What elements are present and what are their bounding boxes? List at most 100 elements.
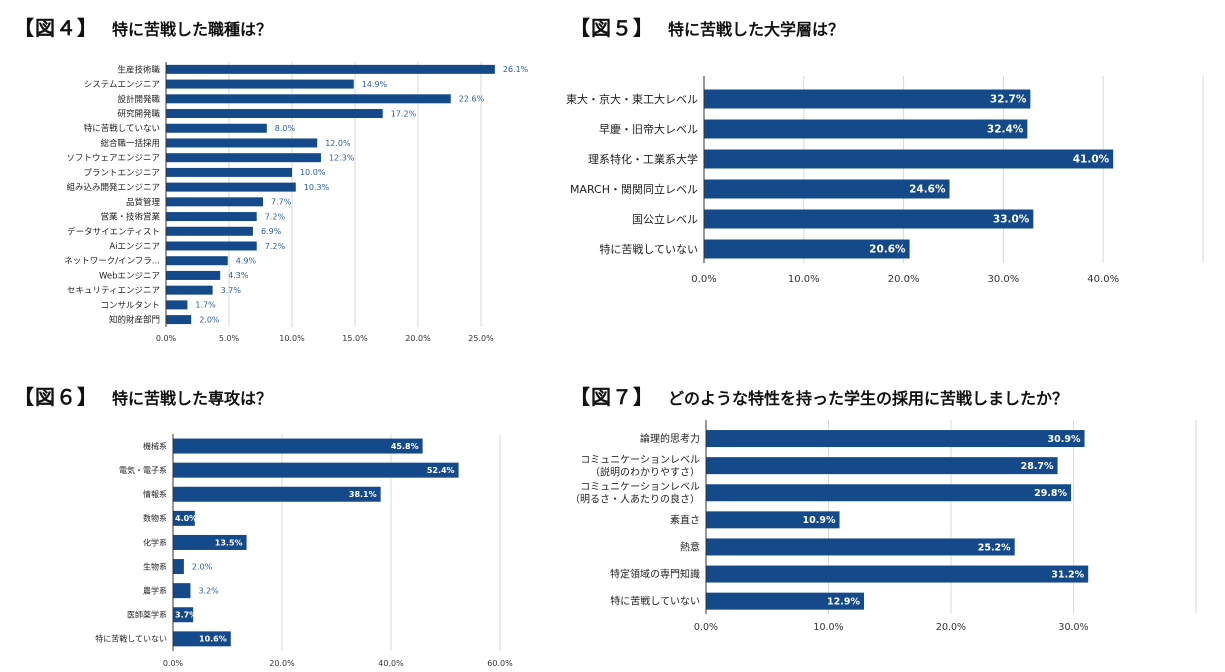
category-label: Aiエンジニア	[109, 242, 160, 252]
x-tick-label: 20.0%	[269, 659, 295, 668]
x-tick-label: 10.0%	[813, 622, 843, 633]
value-label: 26.1%	[503, 65, 529, 74]
x-tick-label: 0.0%	[691, 274, 716, 285]
value-label: 2.0%	[199, 315, 220, 324]
bar	[166, 94, 451, 104]
value-label: 1.7%	[195, 301, 216, 310]
bar	[166, 79, 354, 89]
bar	[166, 256, 228, 266]
figure-7-title: 【図７】 どのような特性を持った学生の採用に苦戦しましたか？	[570, 381, 1068, 410]
value-label: 2.0%	[192, 562, 213, 571]
value-label: 10.6%	[199, 635, 227, 644]
x-tick-label: 0.0%	[156, 334, 177, 343]
value-label: 3.2%	[198, 586, 219, 595]
bar	[166, 285, 213, 295]
category-label: 知的財産部門	[109, 315, 160, 326]
category-label: ソフトウェアエンジニア	[66, 154, 160, 164]
category-label: 生物系	[143, 561, 167, 571]
bar	[166, 123, 267, 133]
bar	[173, 510, 195, 526]
category-label: 早慶・旧帝大レベル	[599, 122, 698, 136]
value-label: 12.0%	[325, 139, 351, 148]
x-tick-label: 20.0%	[888, 274, 920, 285]
value-label: 10.3%	[304, 183, 330, 192]
category-label: 特に苦戦していない	[610, 595, 700, 608]
x-tick-label: 30.0%	[988, 274, 1020, 285]
category-label: セキュリティエンジニア	[67, 286, 160, 296]
bar	[166, 212, 257, 222]
bar	[173, 486, 381, 502]
category-label: MARCH・関関同立レベル	[570, 182, 698, 196]
x-tick-label: 0.0%	[163, 659, 184, 668]
bar	[706, 538, 1015, 556]
category-label: 特に苦戦していない	[84, 123, 160, 134]
value-label: 3.7%	[175, 611, 197, 620]
bar	[173, 462, 459, 478]
category-label: 設計開発職	[117, 94, 160, 105]
bar	[706, 592, 865, 610]
figure-number: 【図６】	[14, 385, 98, 409]
x-tick-label: 30.0%	[1058, 622, 1088, 633]
value-label: 7.7%	[271, 198, 292, 207]
category-label: 組み込み開発エンジニア	[66, 182, 160, 193]
bar	[704, 89, 1031, 109]
x-tick-label: 10.0%	[788, 274, 820, 285]
bar	[166, 226, 253, 236]
bar	[173, 631, 231, 647]
figure-question: 特に苦戦した職種は？	[112, 20, 273, 39]
bar	[166, 315, 192, 325]
value-label: 30.9%	[1048, 434, 1081, 445]
category-label: プラントエンジニア	[83, 168, 160, 178]
category-label: コンサルタント	[100, 301, 160, 311]
category-label: システムエンジニア	[84, 80, 160, 90]
bar	[704, 239, 910, 259]
bar	[173, 583, 191, 599]
value-label: 32.4%	[987, 124, 1024, 136]
x-tick-label: 40.0%	[378, 659, 404, 668]
category-label: （明るさ・人あたりの良さ）	[570, 493, 700, 506]
category-label: 熱意	[680, 540, 700, 553]
bar	[704, 179, 950, 199]
figure-question: 特に苦戦した大学層は？	[668, 20, 845, 39]
figure-number: 【図７】	[570, 385, 654, 409]
value-label: 32.7%	[990, 94, 1027, 106]
value-label: 28.7%	[1021, 461, 1054, 472]
value-label: 12.9%	[827, 596, 860, 607]
x-tick-label: 60.0%	[487, 659, 513, 668]
value-label: 3.7%	[221, 286, 242, 295]
bar	[706, 565, 1089, 583]
category-label: 素直さ	[670, 513, 700, 526]
value-label: 10.0%	[300, 168, 326, 177]
x-tick-label: 40.0%	[1087, 274, 1119, 285]
category-label: 研究開発職	[117, 108, 160, 119]
bar	[173, 438, 423, 454]
category-label: 生産技術職	[117, 64, 160, 75]
bar	[706, 484, 1072, 502]
x-tick-label: 20.0%	[936, 622, 966, 633]
category-label: 特に苦戦していない	[95, 634, 167, 644]
category-label: 電気・電子系	[119, 465, 167, 475]
value-label: 45.8%	[391, 442, 419, 451]
bar	[173, 607, 194, 623]
category-label: 東大・京大・東工大レベル	[566, 92, 698, 106]
category-label: コミュニケーションレベル	[580, 481, 700, 493]
value-label: 4.0%	[175, 514, 197, 523]
bar	[173, 534, 247, 550]
figure-number: 【図４】	[14, 16, 98, 40]
bar	[704, 149, 1114, 169]
x-tick-label: 15.0%	[342, 334, 368, 343]
value-label: 12.3%	[329, 153, 355, 162]
category-label: 国公立レベル	[632, 212, 698, 226]
value-label: 31.2%	[1051, 569, 1084, 580]
value-label: 52.4%	[427, 466, 455, 475]
value-label: 10.9%	[803, 515, 836, 526]
bar	[166, 109, 383, 119]
value-label: 22.6%	[459, 95, 485, 104]
bar	[706, 457, 1058, 475]
value-label: 17.2%	[391, 109, 417, 118]
figure-question: 特に苦戦した専攻は？	[112, 389, 273, 408]
bar	[173, 559, 184, 575]
value-label: 14.9%	[362, 80, 388, 89]
value-label: 29.8%	[1034, 488, 1067, 499]
